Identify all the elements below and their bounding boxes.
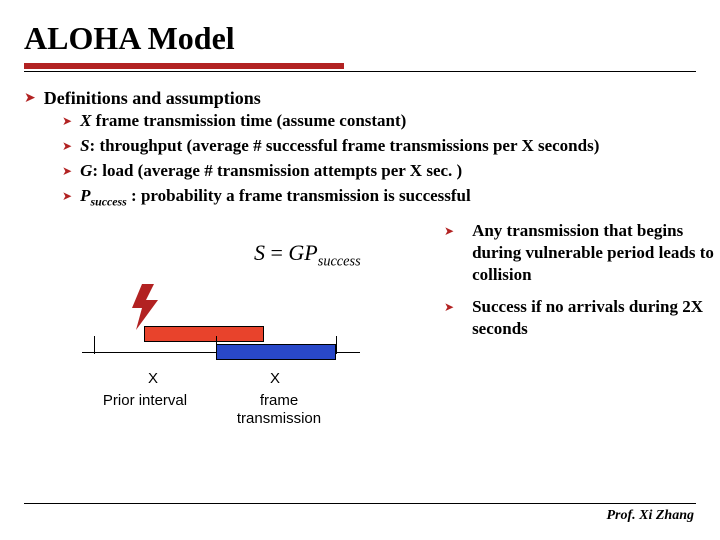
arrow-icon: ➤ bbox=[24, 90, 36, 107]
def-item: ➤ X frame transmission time (assume cons… bbox=[62, 110, 696, 133]
title-underline-thick bbox=[24, 63, 344, 69]
note-text: Success if no arrivals during 2X seconds bbox=[472, 296, 714, 340]
def-text: G: load (average # transmission attempts… bbox=[80, 160, 462, 183]
arrow-icon: ➤ bbox=[444, 300, 454, 315]
definitions-list: ➤ X frame transmission time (assume cons… bbox=[62, 110, 696, 209]
caption-prior: Prior interval bbox=[90, 392, 200, 410]
def-text: Psuccess : probability a frame transmiss… bbox=[80, 185, 471, 209]
main-bullet-text: Definitions and assumptions bbox=[44, 86, 261, 110]
def-text: S: throughput (average # successful fram… bbox=[80, 135, 599, 158]
lightning-icon bbox=[128, 284, 164, 330]
note-item: ➤ Success if no arrivals during 2X secon… bbox=[444, 296, 714, 340]
tick-mark bbox=[336, 336, 337, 354]
def-item: ➤ Psuccess : probability a frame transmi… bbox=[62, 185, 696, 209]
arrow-icon: ➤ bbox=[62, 164, 72, 179]
right-notes: ➤ Any transmission that begins during vu… bbox=[444, 220, 714, 350]
def-item: ➤ S: throughput (average # successful fr… bbox=[62, 135, 696, 158]
title-underline-thin bbox=[24, 71, 696, 72]
caption-frame: frame transmission bbox=[224, 392, 334, 428]
footer-credit: Prof. Xi Zhang bbox=[606, 508, 694, 524]
timing-diagram: X X Prior interval frame transmission bbox=[64, 290, 374, 440]
arrow-icon: ➤ bbox=[444, 224, 454, 239]
x-label-1: X bbox=[148, 370, 158, 387]
note-item: ➤ Any transmission that begins during vu… bbox=[444, 220, 714, 286]
vulnerable-period-bar bbox=[144, 326, 264, 342]
main-bullet: ➤ Definitions and assumptions bbox=[24, 86, 696, 110]
arrow-icon: ➤ bbox=[62, 189, 72, 204]
footer-divider bbox=[24, 503, 696, 504]
frame-transmission-bar bbox=[216, 344, 336, 360]
arrow-icon: ➤ bbox=[62, 139, 72, 154]
note-text: Any transmission that begins during vuln… bbox=[472, 220, 714, 286]
arrow-icon: ➤ bbox=[62, 114, 72, 129]
lower-content: S = GPsuccess X X Prior interval frame t… bbox=[24, 220, 696, 460]
def-item: ➤ G: load (average # transmission attemp… bbox=[62, 160, 696, 183]
slide-title: ALOHA Model bbox=[24, 20, 696, 57]
tick-mark bbox=[216, 336, 217, 354]
def-text: X frame transmission time (assume consta… bbox=[80, 110, 406, 133]
x-label-2: X bbox=[270, 370, 280, 387]
equation: S = GPsuccess bbox=[254, 240, 361, 270]
tick-mark bbox=[94, 336, 95, 354]
